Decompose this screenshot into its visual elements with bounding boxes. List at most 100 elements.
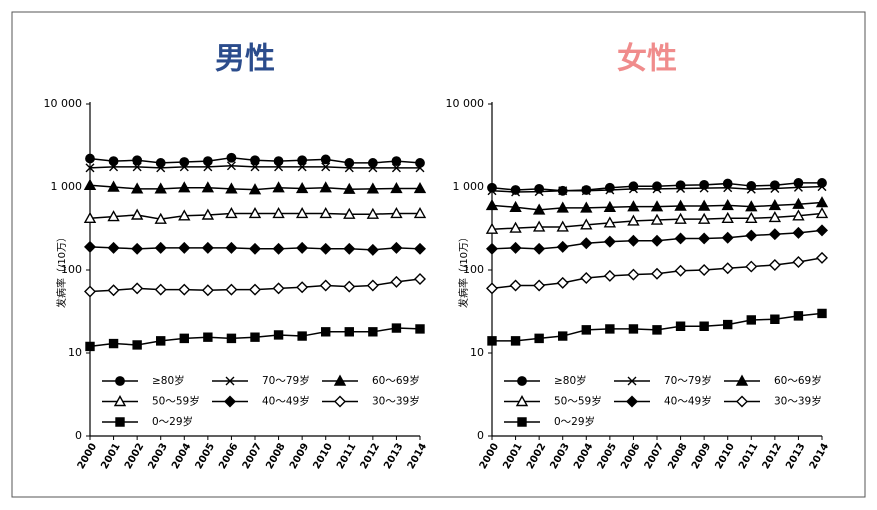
marker [179, 333, 189, 344]
marker [109, 162, 119, 172]
y-axis-label: 发病率（/10万） [457, 232, 470, 308]
marker [203, 332, 213, 342]
marker [297, 331, 307, 341]
marker [131, 242, 144, 255]
marker [721, 211, 734, 223]
legend-marker [115, 417, 125, 427]
legend-marker [224, 395, 236, 408]
marker [770, 314, 780, 324]
marker [532, 220, 546, 232]
legend-marker [735, 374, 749, 386]
marker [674, 199, 687, 211]
marker [580, 237, 593, 250]
marker [273, 330, 284, 340]
panel-title: 男性 [215, 42, 275, 77]
marker [746, 184, 756, 194]
legend-label: ≥80岁 [554, 374, 587, 387]
legend-label: 30～39岁 [372, 395, 420, 408]
marker [603, 269, 616, 282]
marker [201, 241, 214, 254]
marker [697, 212, 711, 224]
marker [581, 186, 591, 196]
marker [296, 241, 309, 254]
marker [107, 210, 120, 222]
legend-label: 70～79岁 [262, 374, 310, 387]
legend-marker [626, 395, 638, 408]
marker [107, 284, 120, 297]
marker [415, 163, 425, 173]
marker [366, 243, 379, 256]
marker [509, 241, 522, 254]
frame [11, 11, 866, 498]
marker [650, 213, 664, 225]
marker [343, 280, 356, 293]
marker [272, 181, 285, 193]
legend-marker [515, 395, 529, 407]
marker [250, 332, 260, 342]
y-tick-label: 10 [470, 346, 484, 359]
legend-label: 50～59岁 [554, 395, 602, 408]
marker [768, 198, 782, 211]
marker [368, 327, 378, 337]
marker [390, 207, 403, 219]
marker [650, 200, 664, 212]
marker [487, 186, 497, 196]
marker [274, 162, 284, 172]
marker [675, 321, 686, 331]
marker [721, 231, 734, 244]
marker [511, 187, 521, 197]
marker [510, 336, 521, 346]
marker [225, 182, 238, 194]
marker [178, 209, 191, 221]
legend-label: 0～29岁 [554, 415, 595, 428]
marker [154, 283, 167, 296]
marker [652, 184, 662, 194]
marker [368, 163, 378, 173]
marker [84, 240, 96, 253]
marker [366, 182, 380, 194]
marker [580, 201, 593, 213]
marker [745, 229, 758, 242]
marker [154, 182, 167, 194]
marker [817, 182, 827, 192]
legend-marker [517, 417, 527, 427]
marker [319, 207, 332, 219]
marker [628, 324, 639, 334]
marker [272, 242, 285, 255]
marker [770, 183, 780, 193]
marker [533, 279, 546, 292]
marker [226, 152, 237, 163]
marker [203, 162, 213, 172]
marker [178, 181, 191, 193]
marker [768, 210, 782, 223]
marker [414, 272, 426, 285]
marker [225, 283, 238, 296]
legend-label: 60～69岁 [774, 374, 822, 387]
legend-label: 40～49岁 [262, 395, 310, 408]
marker [415, 324, 425, 334]
marker [603, 200, 617, 212]
marker [532, 203, 546, 215]
y-tick-label: 0 [75, 429, 82, 442]
marker [509, 200, 522, 212]
marker [343, 242, 356, 255]
marker [721, 198, 734, 211]
marker [343, 182, 356, 194]
marker [697, 199, 711, 211]
marker [321, 327, 331, 337]
marker [201, 208, 215, 220]
marker [83, 211, 97, 223]
marker [723, 319, 733, 330]
marker [815, 196, 829, 208]
marker [652, 325, 662, 335]
y-tick-label: 100 [463, 263, 484, 276]
marker [556, 276, 569, 289]
marker [509, 279, 522, 292]
marker [320, 154, 331, 165]
legend-label: ≥80岁 [152, 374, 185, 387]
marker [581, 325, 591, 335]
marker [698, 232, 711, 245]
y-tick-label: 10 [68, 346, 82, 359]
marker [84, 285, 96, 298]
marker [202, 156, 213, 167]
